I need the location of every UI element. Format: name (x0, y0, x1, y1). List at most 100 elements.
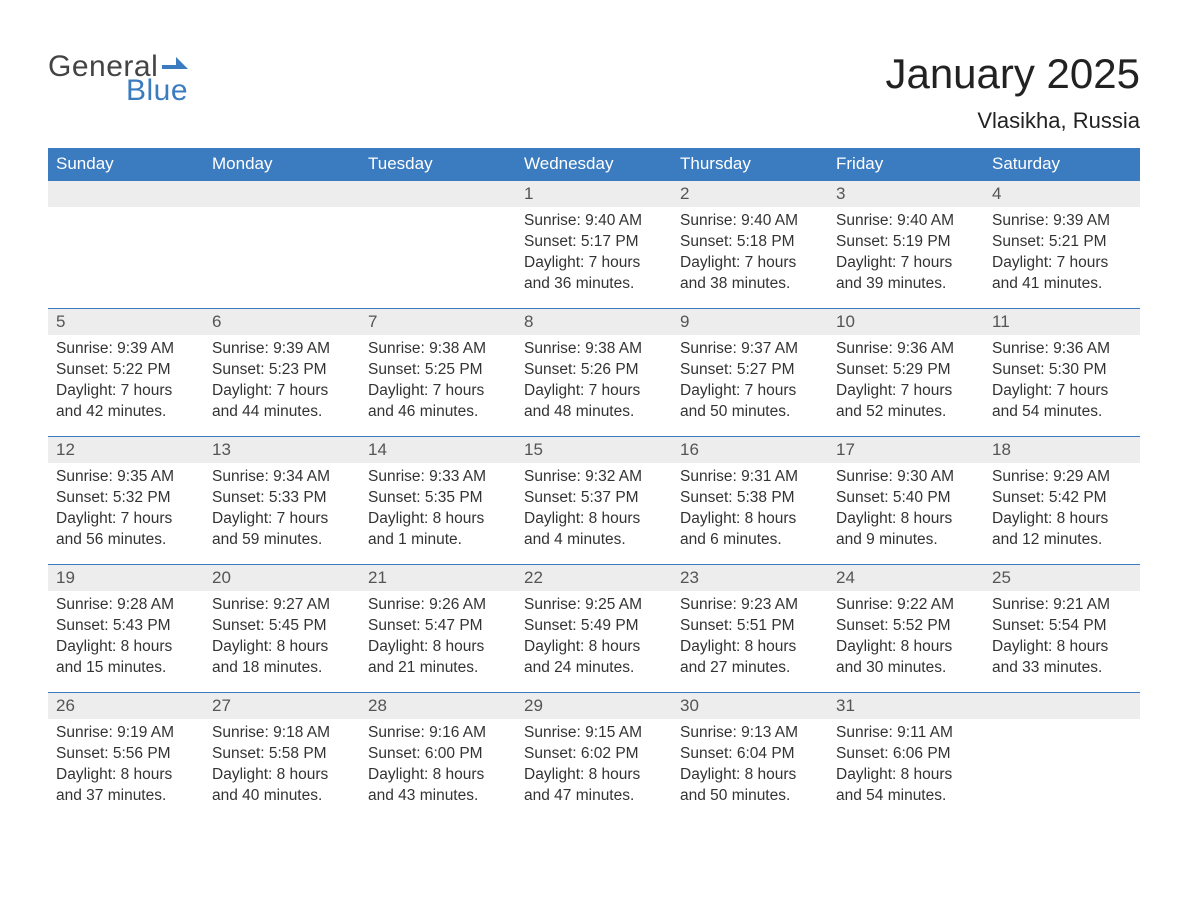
daylight-line: Daylight: 8 hours and 40 minutes. (212, 765, 352, 807)
day-number-strip: 26 (48, 693, 204, 719)
day-number-strip: 10 (828, 309, 984, 335)
day-cell: 21Sunrise: 9:26 AMSunset: 5:47 PMDayligh… (360, 565, 516, 693)
day-body: Sunrise: 9:38 AMSunset: 5:26 PMDaylight:… (516, 335, 672, 433)
day-cell: 22Sunrise: 9:25 AMSunset: 5:49 PMDayligh… (516, 565, 672, 693)
daylight-line: Daylight: 8 hours and 43 minutes. (368, 765, 508, 807)
day-cell: 18Sunrise: 9:29 AMSunset: 5:42 PMDayligh… (984, 437, 1140, 565)
daylight-line: Daylight: 8 hours and 15 minutes. (56, 637, 196, 679)
daylight-line: Daylight: 7 hours and 52 minutes. (836, 381, 976, 423)
sunrise-line: Sunrise: 9:22 AM (836, 595, 976, 616)
day-cell: 12Sunrise: 9:35 AMSunset: 5:32 PMDayligh… (48, 437, 204, 565)
day-number-strip: 27 (204, 693, 360, 719)
sunrise-line: Sunrise: 9:39 AM (992, 211, 1132, 232)
day-cell: 3Sunrise: 9:40 AMSunset: 5:19 PMDaylight… (828, 181, 984, 309)
day-number (992, 696, 997, 715)
sunset-line: Sunset: 6:00 PM (368, 744, 508, 765)
sunset-line: Sunset: 5:51 PM (680, 616, 820, 637)
sunrise-line: Sunrise: 9:39 AM (212, 339, 352, 360)
day-body: Sunrise: 9:39 AMSunset: 5:23 PMDaylight:… (204, 335, 360, 433)
day-number-strip: 8 (516, 309, 672, 335)
daylight-line: Daylight: 8 hours and 1 minute. (368, 509, 508, 551)
day-number: 4 (992, 184, 1001, 203)
sunrise-line: Sunrise: 9:35 AM (56, 467, 196, 488)
day-body: Sunrise: 9:22 AMSunset: 5:52 PMDaylight:… (828, 591, 984, 689)
day-body: Sunrise: 9:21 AMSunset: 5:54 PMDaylight:… (984, 591, 1140, 689)
sunrise-line: Sunrise: 9:40 AM (524, 211, 664, 232)
day-body (984, 719, 1140, 733)
daylight-line: Daylight: 7 hours and 54 minutes. (992, 381, 1132, 423)
sunrise-line: Sunrise: 9:27 AM (212, 595, 352, 616)
sunset-line: Sunset: 5:35 PM (368, 488, 508, 509)
sunrise-line: Sunrise: 9:37 AM (680, 339, 820, 360)
sunset-line: Sunset: 5:40 PM (836, 488, 976, 509)
title-block: January 2025 Vlasikha, Russia (885, 50, 1140, 144)
sunset-line: Sunset: 5:18 PM (680, 232, 820, 253)
day-number-strip: 24 (828, 565, 984, 591)
calendar-table: SundayMondayTuesdayWednesdayThursdayFrid… (48, 148, 1140, 821)
day-number-strip: 12 (48, 437, 204, 463)
daylight-line: Daylight: 8 hours and 24 minutes. (524, 637, 664, 679)
sunrise-line: Sunrise: 9:32 AM (524, 467, 664, 488)
sunrise-line: Sunrise: 9:33 AM (368, 467, 508, 488)
day-cell: 24Sunrise: 9:22 AMSunset: 5:52 PMDayligh… (828, 565, 984, 693)
day-cell: 27Sunrise: 9:18 AMSunset: 5:58 PMDayligh… (204, 693, 360, 821)
sunset-line: Sunset: 5:22 PM (56, 360, 196, 381)
day-body: Sunrise: 9:39 AMSunset: 5:21 PMDaylight:… (984, 207, 1140, 305)
day-header: Wednesday (516, 148, 672, 181)
daylight-line: Daylight: 7 hours and 41 minutes. (992, 253, 1132, 295)
day-body: Sunrise: 9:23 AMSunset: 5:51 PMDaylight:… (672, 591, 828, 689)
day-number: 8 (524, 312, 533, 331)
day-number-strip: 7 (360, 309, 516, 335)
sunrise-line: Sunrise: 9:30 AM (836, 467, 976, 488)
day-cell: 4 Sunrise: 9:39 AMSunset: 5:21 PMDaylight… (984, 181, 1140, 309)
day-body: Sunrise: 9:35 AMSunset: 5:32 PMDaylight:… (48, 463, 204, 561)
daylight-line: Daylight: 8 hours and 27 minutes. (680, 637, 820, 679)
sunset-line: Sunset: 5:30 PM (992, 360, 1132, 381)
daylight-line: Daylight: 7 hours and 36 minutes. (524, 253, 664, 295)
day-body: Sunrise: 9:36 AMSunset: 5:30 PMDaylight:… (984, 335, 1140, 433)
month-title: January 2025 (885, 50, 1140, 98)
day-number-strip: 29 (516, 693, 672, 719)
sunset-line: Sunset: 5:43 PM (56, 616, 196, 637)
sunset-line: Sunset: 5:47 PM (368, 616, 508, 637)
daylight-line: Daylight: 8 hours and 50 minutes. (680, 765, 820, 807)
day-number-strip: 13 (204, 437, 360, 463)
location: Vlasikha, Russia (885, 108, 1140, 134)
day-header-row: SundayMondayTuesdayWednesdayThursdayFrid… (48, 148, 1140, 181)
sunset-line: Sunset: 6:02 PM (524, 744, 664, 765)
daylight-line: Daylight: 7 hours and 56 minutes. (56, 509, 196, 551)
day-number: 21 (368, 568, 387, 587)
day-number-strip: 17 (828, 437, 984, 463)
daylight-line: Daylight: 7 hours and 39 minutes. (836, 253, 976, 295)
day-number-strip: 2 (672, 181, 828, 207)
daylight-line: Daylight: 7 hours and 38 minutes. (680, 253, 820, 295)
day-body: Sunrise: 9:34 AMSunset: 5:33 PMDaylight:… (204, 463, 360, 561)
day-number-strip: 11 (984, 309, 1140, 335)
day-body: Sunrise: 9:28 AMSunset: 5:43 PMDaylight:… (48, 591, 204, 689)
day-number-strip: 3 (828, 181, 984, 207)
day-body: Sunrise: 9:30 AMSunset: 5:40 PMDaylight:… (828, 463, 984, 561)
day-number (368, 184, 373, 203)
day-number (212, 184, 217, 203)
daylight-line: Daylight: 8 hours and 37 minutes. (56, 765, 196, 807)
daylight-line: Daylight: 8 hours and 30 minutes. (836, 637, 976, 679)
day-number-strip: 23 (672, 565, 828, 591)
day-number: 15 (524, 440, 543, 459)
day-cell: 26Sunrise: 9:19 AMSunset: 5:56 PMDayligh… (48, 693, 204, 821)
day-number-strip: 9 (672, 309, 828, 335)
sunset-line: Sunset: 6:06 PM (836, 744, 976, 765)
daylight-line: Daylight: 7 hours and 48 minutes. (524, 381, 664, 423)
day-cell: 5Sunrise: 9:39 AMSunset: 5:22 PMDaylight… (48, 309, 204, 437)
day-number: 20 (212, 568, 231, 587)
day-body: Sunrise: 9:33 AMSunset: 5:35 PMDaylight:… (360, 463, 516, 561)
daylight-line: Daylight: 7 hours and 44 minutes. (212, 381, 352, 423)
day-body: Sunrise: 9:16 AMSunset: 6:00 PMDaylight:… (360, 719, 516, 817)
week-row: 1Sunrise: 9:40 AMSunset: 5:17 PMDaylight… (48, 181, 1140, 309)
sunrise-line: Sunrise: 9:36 AM (836, 339, 976, 360)
day-number-strip: 21 (360, 565, 516, 591)
day-number-strip: 5 (48, 309, 204, 335)
sunset-line: Sunset: 5:58 PM (212, 744, 352, 765)
day-cell: 1Sunrise: 9:40 AMSunset: 5:17 PMDaylight… (516, 181, 672, 309)
day-body: Sunrise: 9:40 AMSunset: 5:17 PMDaylight:… (516, 207, 672, 305)
day-number-strip: 15 (516, 437, 672, 463)
